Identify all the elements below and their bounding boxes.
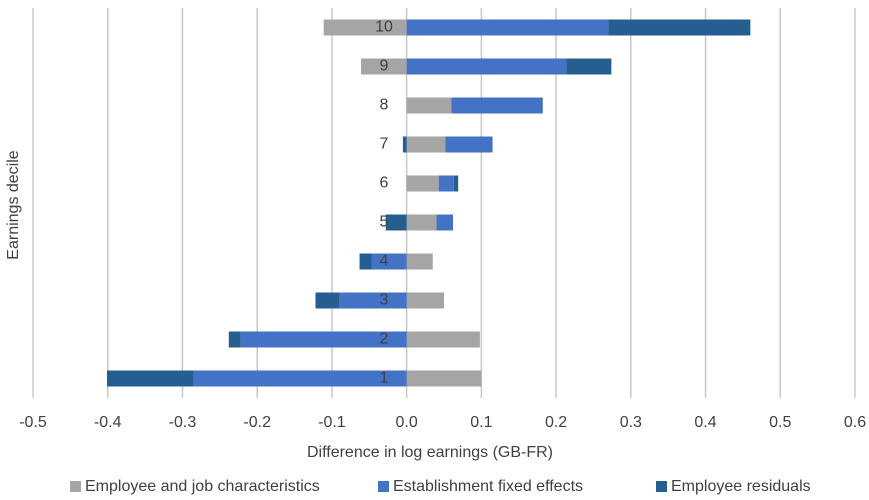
bar xyxy=(406,331,480,348)
bar xyxy=(453,175,459,192)
bar xyxy=(406,214,437,231)
category-label: 5 xyxy=(380,214,389,231)
bar xyxy=(240,331,407,348)
category-label: 1 xyxy=(380,370,389,387)
x-axis-title: Difference in log earnings (GB-FR) xyxy=(307,444,553,461)
bar xyxy=(359,253,372,270)
bar xyxy=(339,292,407,309)
legend-label: Employee and job characteristics xyxy=(85,478,320,495)
x-tick-label: -0.2 xyxy=(243,414,271,431)
category-label: 7 xyxy=(380,136,389,153)
x-tick-label: 0.0 xyxy=(396,414,418,431)
bar xyxy=(406,253,433,270)
bar xyxy=(406,175,439,192)
legend-label: Establishment fixed effects xyxy=(393,478,583,495)
bar xyxy=(566,58,612,75)
bar xyxy=(406,136,446,153)
legend-swatch xyxy=(70,481,81,492)
category-label: 6 xyxy=(380,175,389,192)
x-tick-label: 0.6 xyxy=(844,414,866,431)
bar xyxy=(106,370,194,387)
category-label: 4 xyxy=(380,253,389,270)
category-label: 8 xyxy=(380,97,389,114)
bar xyxy=(371,253,407,270)
bar xyxy=(361,58,407,75)
bar xyxy=(438,175,454,192)
bar xyxy=(193,370,407,387)
bar xyxy=(323,19,407,36)
bar xyxy=(608,19,751,36)
legend-swatch xyxy=(656,481,667,492)
bar xyxy=(402,136,407,153)
category-label: 9 xyxy=(380,58,389,75)
bar xyxy=(385,214,407,231)
bar xyxy=(406,58,567,75)
bar xyxy=(315,292,340,309)
bar xyxy=(445,136,493,153)
x-tick-label: 0.5 xyxy=(769,414,791,431)
x-tick-label: -0.5 xyxy=(19,414,47,431)
bar xyxy=(406,19,609,36)
bar xyxy=(228,331,241,348)
bar xyxy=(406,370,482,387)
category-label: 3 xyxy=(380,292,389,309)
y-axis-title: Earnings decile xyxy=(5,150,22,260)
bar xyxy=(436,214,453,231)
category-label: 10 xyxy=(375,19,393,36)
bar xyxy=(451,97,542,114)
x-tick-label: -0.1 xyxy=(318,414,346,431)
legend-label: Employee residuals xyxy=(671,478,811,495)
category-label: 2 xyxy=(380,331,389,348)
x-tick-label: -0.3 xyxy=(169,414,197,431)
x-tick-label: -0.4 xyxy=(94,414,122,431)
bar xyxy=(541,97,543,114)
bar xyxy=(406,97,452,114)
x-tick-label: 0.1 xyxy=(470,414,492,431)
bar xyxy=(406,292,444,309)
x-tick-label: 0.2 xyxy=(545,414,567,431)
x-tick-label: 0.3 xyxy=(620,414,642,431)
legend-swatch xyxy=(378,481,389,492)
x-tick-label: 0.4 xyxy=(694,414,716,431)
